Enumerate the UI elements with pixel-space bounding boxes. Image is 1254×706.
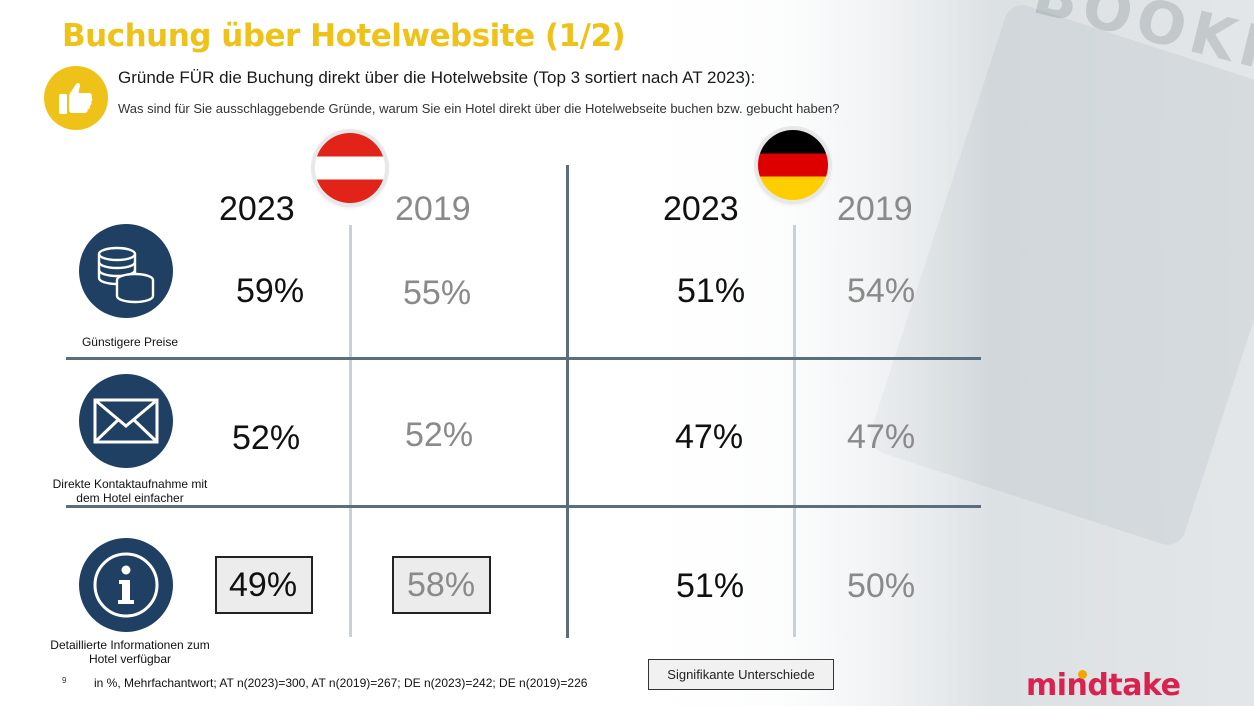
divider-countries	[566, 165, 569, 638]
divider-at-years	[349, 225, 352, 637]
value-at-2019-prices: 55%	[403, 274, 472, 312]
significance-box-at-2019	[392, 556, 491, 614]
legend-significant-differences: Signifikante Unterschiede	[648, 659, 834, 690]
value-de-2019-information: 50%	[847, 567, 916, 605]
info-icon	[79, 538, 173, 632]
survey-question: Was sind für Sie ausschlaggebende Gründe…	[118, 101, 840, 116]
header-at-2019: 2019	[395, 190, 471, 228]
divider-de-years	[793, 225, 796, 637]
background-fade	[610, 0, 990, 706]
row-label-information: Detaillierte Informationen zum Hotel ver…	[50, 638, 210, 666]
logo-dot	[1078, 670, 1087, 679]
envelope-icon	[79, 374, 173, 468]
value-de-2023-information: 51%	[676, 567, 745, 605]
header-de-2023: 2023	[663, 190, 739, 228]
header-at-2023: 2023	[219, 190, 295, 228]
row-divider-2	[66, 505, 981, 508]
value-de-2019-prices: 54%	[847, 272, 916, 310]
page-title: Buchung über Hotelwebsite (1/2)	[62, 18, 626, 54]
value-at-2019-information: 58%	[407, 566, 476, 604]
value-de-2023-contact: 47%	[675, 418, 744, 456]
page-number: 9	[62, 676, 67, 685]
value-de-2019-contact: 47%	[847, 418, 916, 456]
row-divider-1	[66, 357, 981, 360]
germany-flag-icon	[758, 130, 828, 200]
significance-box-at-2023	[215, 556, 313, 614]
footnote: in %, Mehrfachantwort; AT n(2023)=300, A…	[94, 676, 588, 690]
thumbs-up-icon	[44, 66, 108, 130]
row-label-contact: Direkte Kontaktaufnahme mit dem Hotel ei…	[52, 477, 208, 505]
subtitle: Gründe FÜR die Buchung direkt über die H…	[118, 68, 756, 87]
austria-flag-icon	[315, 133, 385, 203]
value-at-2023-prices: 59%	[236, 272, 305, 310]
coins-icon	[79, 224, 173, 318]
value-at-2023-contact: 52%	[232, 419, 301, 457]
value-de-2023-prices: 51%	[677, 272, 746, 310]
header-de-2019: 2019	[837, 190, 913, 228]
value-at-2023-information: 49%	[229, 566, 298, 604]
row-label-prices: Günstigere Preise	[81, 335, 179, 349]
mindtake-logo: mindtake	[1026, 668, 1181, 703]
value-at-2019-contact: 52%	[405, 416, 474, 454]
